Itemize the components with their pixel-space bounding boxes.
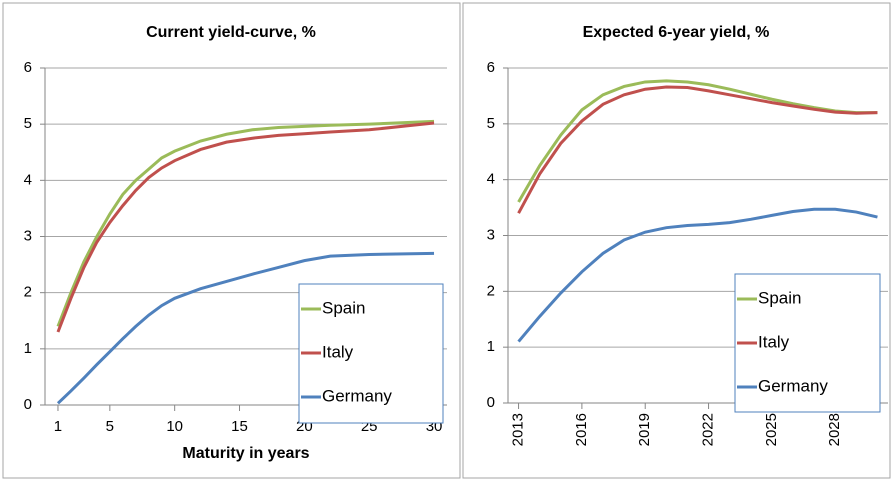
y-tick-label: 0	[24, 396, 32, 413]
x-tick-label: 2025	[763, 413, 780, 446]
y-tick-label: 6	[487, 59, 495, 76]
y-tick-label: 1	[24, 340, 32, 357]
legend-label: Italy	[758, 332, 790, 351]
series-line	[517, 207, 878, 343]
y-tick-label: 4	[24, 171, 32, 188]
series-line	[517, 79, 878, 203]
y-tick-label: 5	[24, 115, 32, 132]
series-line	[56, 121, 435, 333]
series-line	[56, 251, 435, 405]
legend-label: Spain	[758, 288, 801, 307]
x-tick-label: 2028	[826, 413, 843, 446]
y-tick-label: 3	[24, 227, 32, 244]
x-tick-label: 10	[166, 418, 183, 435]
y-tick-label: 2	[24, 284, 32, 301]
legend	[298, 283, 444, 424]
y-tick-label: 2	[487, 282, 495, 299]
legend-label: Italy	[322, 342, 354, 361]
legend	[734, 273, 881, 413]
chart-title: Current yield-curve, %	[146, 24, 316, 41]
y-tick-label: 0	[487, 394, 495, 411]
x-tick-label: 2013	[510, 413, 527, 446]
series-line	[517, 85, 878, 214]
x-tick-label: 5	[106, 418, 114, 435]
y-tick-label: 1	[487, 338, 495, 355]
chart-title: Expected 6-year yield, %	[583, 24, 770, 41]
x-tick-label: 2019	[636, 413, 653, 446]
y-tick-label: 6	[24, 59, 32, 76]
y-tick-label: 3	[487, 226, 495, 243]
legend-label: Spain	[322, 298, 365, 317]
legend-label: Germany	[758, 376, 828, 395]
x-tick-label: 15	[231, 418, 248, 435]
x-tick-label: 1	[54, 418, 62, 435]
y-tick-label: 4	[487, 171, 495, 188]
x-tick-label: 2022	[700, 413, 717, 446]
series-line	[56, 119, 435, 327]
legend-label: Germany	[322, 386, 392, 405]
y-tick-label: 5	[487, 115, 495, 132]
x-axis-label: Maturity in years	[182, 445, 309, 462]
x-tick-label: 2016	[573, 413, 590, 446]
